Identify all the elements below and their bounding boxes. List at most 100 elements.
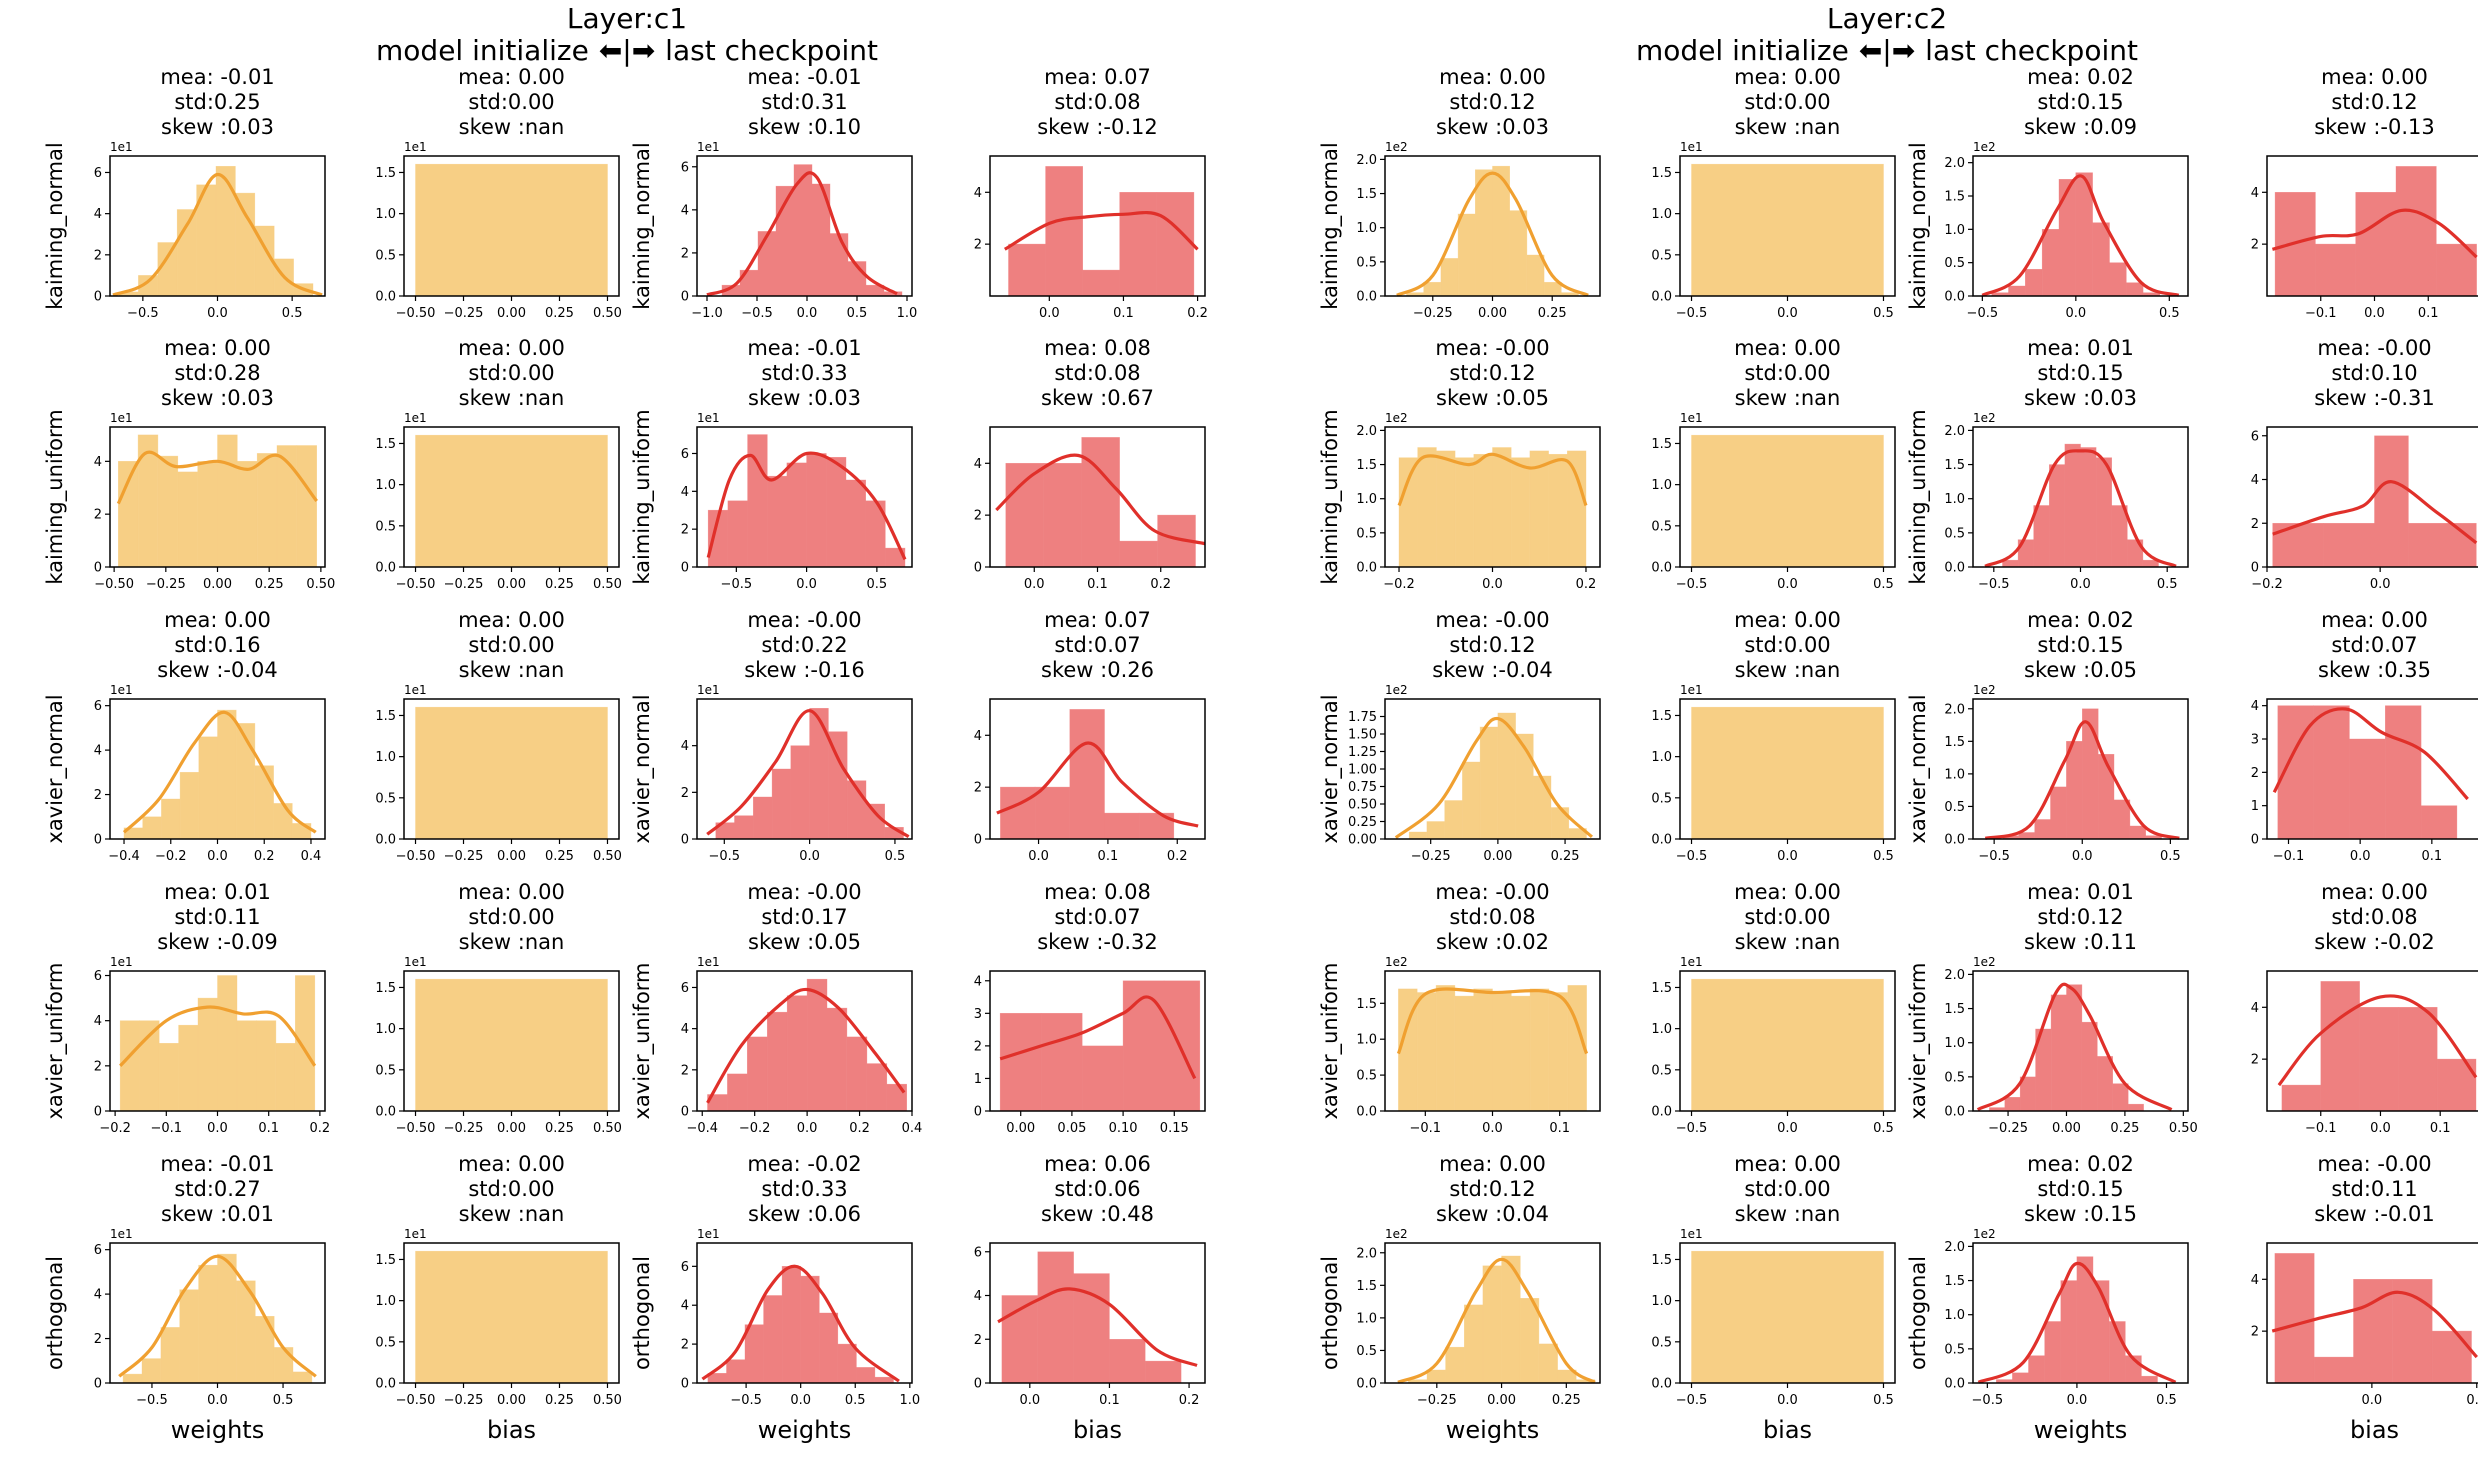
hist-r1-c7-ytick-label: 0.0 <box>1944 290 1965 305</box>
hist-r1-c5-xtick-label: 0.00 <box>1478 306 1507 321</box>
hist-r2-c7-xtick-label: −0.5 <box>1978 577 2010 592</box>
hist-r1-c8-xtick-label: −0.1 <box>2305 306 2337 321</box>
hist-r1-c7-row-label: kaiming_normal <box>1906 142 1931 310</box>
hist-r1-c5-ytick-label: 0.5 <box>1356 255 1377 270</box>
hist-r3-c4-xtick-label: 0.1 <box>1098 849 1119 864</box>
hist-r3-c1-bar <box>179 771 200 840</box>
hist-r3-c1-stat-1: mea: 0.00 <box>164 608 271 632</box>
layer-c1-header: Layer:c1 model initialize ⬅|➡ last checkpo… <box>376 2 878 67</box>
hist-r1-c2-stat-2: std:0.00 <box>468 90 554 114</box>
hist-r2-c1-xtick-label: 0.50 <box>306 577 335 592</box>
hist-r2-c7-row-label: kaiming_uniform <box>1906 409 1931 584</box>
hist-r3-c8-xtick-label: −0.1 <box>2273 849 2305 864</box>
hist-r5-c6-col-label: bias <box>1763 1416 1812 1444</box>
hist-r3-c5-ytick-label: 0.75 <box>1348 780 1377 795</box>
hist-r5-c6-ytick-label: 1.0 <box>1651 1294 1672 1309</box>
hist-r3-c7-xtick-label: −0.5 <box>1978 849 2010 864</box>
hist-r3-c1-stat-2: std:0.16 <box>174 633 260 657</box>
hist-r4-c2-xtick-label: 0.00 <box>497 1121 526 1136</box>
hist-r3-c8-bar <box>2313 705 2350 840</box>
hist-r4-c3-ytick-label: 6 <box>681 981 689 996</box>
hist-r3-c7-ytick-label: 0.0 <box>1944 833 1965 848</box>
hist-r2-c7-bar <box>2049 464 2066 568</box>
hist-r5-c4-bar <box>1037 1251 1074 1384</box>
hist-r5-c5-xtick-label: 0.25 <box>1552 1393 1581 1408</box>
hist-r4-c5-bar <box>1511 995 1531 1112</box>
hist-r5-c8-bar <box>2274 1253 2315 1384</box>
hist-r5-c2-xtick-label: 0.00 <box>497 1393 526 1408</box>
hist-r2-c5-bar <box>1417 447 1437 568</box>
hist-r3-c1-bar <box>273 803 293 840</box>
hist-r5-c2-ytick-label: 1.0 <box>375 1294 396 1309</box>
hist-r3-c1-xtick-label: 0.4 <box>301 849 322 864</box>
hist-r4-c7-stat-3: skew :0.11 <box>2024 930 2137 954</box>
hist-r3-c6-stat-3: skew :nan <box>1735 658 1841 682</box>
hist-r1-c7-stat-3: skew :0.09 <box>2024 115 2137 139</box>
hist-r4-c4-stat-2: std:0.07 <box>1054 905 1140 929</box>
hist-r1-c5-ytick-label: 1.0 <box>1356 221 1377 236</box>
hist-r1-c6-ytick-label: 1.5 <box>1651 166 1672 181</box>
hist-r2-c3-stat-3: skew :0.03 <box>748 386 861 410</box>
hist-r2-c1-stat-3: skew :0.03 <box>161 386 274 410</box>
hist-r3-c3-row-label: xavier_normal <box>630 694 655 843</box>
hist-r3-c8-bar <box>2385 705 2422 840</box>
hist-r4-c8-stat-1: mea: 0.00 <box>2321 880 2428 904</box>
hist-r1-c7-ytick-label: 0.5 <box>1944 256 1965 271</box>
hist-r5-c5-stat-3: skew :0.04 <box>1436 1202 1549 1226</box>
hist-r2-c5-bar <box>1436 450 1456 568</box>
hist-r4-c1-bar <box>217 975 238 1112</box>
hist-r4-c1-exponent-label: 1e1 <box>110 955 133 969</box>
hist-r2-c3-ytick-label: 6 <box>681 447 689 462</box>
hist-r4-c5-exponent-label: 1e2 <box>1385 955 1408 969</box>
hist-r5-c1-exponent-label: 1e1 <box>110 1227 133 1241</box>
hist-r4-c8-bar <box>2398 1006 2438 1112</box>
hist-r1-c4-bar <box>1082 269 1121 297</box>
hist-r1-c3-stat-1: mea: -0.01 <box>747 65 861 89</box>
hist-r5-c1-kde-curve <box>118 1254 317 1378</box>
hist-r4-c1-bar <box>275 1043 296 1112</box>
hist-r4-c2-xtick-label: 0.50 <box>593 1121 622 1136</box>
hist-r4-c4-kde-curve <box>999 995 1197 1080</box>
hist-r2-c5-bar <box>1398 457 1419 568</box>
hist-r3-c3-ytick-label: 2 <box>681 786 689 801</box>
hist-r1-c2-xtick-label: 0.00 <box>497 306 526 321</box>
hist-r2-c4-ytick-label: 4 <box>974 457 982 472</box>
hist-r2-c2-ytick-label: 1.5 <box>375 437 396 452</box>
hist-r3-c1-ytick-label: 6 <box>94 699 102 714</box>
hist-r2-c8-ytick-label: 4 <box>2251 473 2259 488</box>
hist-r3-c6-stat-2: std:0.00 <box>1744 633 1830 657</box>
hist-r5-c3-bar <box>763 1295 783 1384</box>
hist-r5-c5-xtick-label: 0.00 <box>1487 1393 1516 1408</box>
hist-r1-c5-bar <box>1440 258 1459 297</box>
hist-r3-c4-stat-2: std:0.07 <box>1054 633 1140 657</box>
hist-r3-c1-xtick-label: −0.2 <box>155 849 187 864</box>
hist-r2-c1-bar <box>217 434 238 568</box>
layer-c2-arrows: ⬅|➡ <box>1859 34 1915 67</box>
hist-r4-c8-stat-3: skew :-0.02 <box>2314 930 2435 954</box>
hist-r4-c3-xtick-label: −0.4 <box>686 1121 718 1136</box>
hist-r2-c2-bar <box>415 434 608 568</box>
hist-r3-c1-bar <box>254 765 274 840</box>
hist-r4-c1-stat-3: skew :-0.09 <box>157 930 278 954</box>
hist-r4-c5-bar <box>1529 988 1550 1112</box>
hist-r1-c2-xtick-label: −0.25 <box>444 306 484 321</box>
hist-r2-c5-row-label: kaiming_uniform <box>1318 409 1343 584</box>
hist-r4-c6-xtick-label: 0.5 <box>1873 1121 1894 1136</box>
hist-r2-c3-stat-2: std:0.33 <box>761 361 847 385</box>
hist-r4-c5-bar <box>1435 985 1456 1112</box>
hist-r5-c7-xtick-label: −0.5 <box>1972 1393 2004 1408</box>
hist-r3-c7-ytick-label: 2.0 <box>1944 702 1965 717</box>
hist-r5-c3-bar <box>837 1343 857 1384</box>
hist-r5-c3-stat-3: skew :0.06 <box>748 1202 861 1226</box>
hist-r3-c8-ytick-label: 1 <box>2251 799 2259 814</box>
hist-r4-c6-bar <box>1691 978 1884 1112</box>
hist-r5-c7-ytick-label: 0.0 <box>1944 1377 1965 1392</box>
hist-r4-c6-stat-2: std:0.00 <box>1744 905 1830 929</box>
